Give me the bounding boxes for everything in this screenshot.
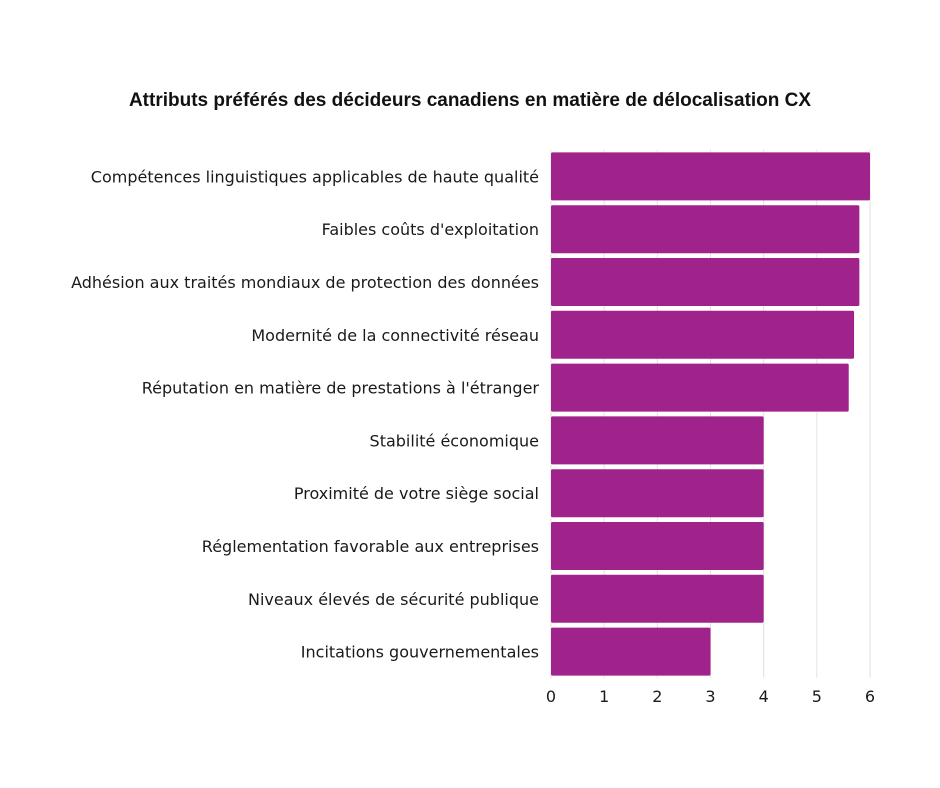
bar — [551, 205, 860, 254]
category-label: Niveaux élevés de sécurité publique — [248, 590, 539, 609]
category-label: Réputation en matière de prestations à l… — [142, 379, 540, 398]
category-label: Compétences linguistiques applicables de… — [91, 167, 539, 186]
category-label: Incitations gouvernementales — [301, 643, 539, 662]
bar — [551, 627, 711, 676]
category-label: Réglementation favorable aux entreprises — [202, 537, 539, 556]
x-tick-label: 3 — [705, 687, 715, 706]
x-tick-label: 0 — [546, 687, 556, 706]
bar — [551, 416, 764, 465]
category-label: Stabilité économique — [370, 431, 539, 450]
x-tick-label: 4 — [759, 687, 769, 706]
bar — [551, 363, 849, 412]
bar — [551, 469, 764, 518]
category-label: Modernité de la connectivité réseau — [251, 326, 539, 345]
category-label: Proximité de votre siège social — [294, 484, 539, 503]
bar — [551, 152, 870, 201]
bar — [551, 310, 855, 359]
category-labels: Compétences linguistiques applicables de… — [71, 167, 539, 661]
category-label: Faibles coûts d'exploitation — [322, 220, 539, 239]
bars — [551, 152, 870, 676]
x-tick-label: 6 — [865, 687, 875, 706]
x-tick-label: 1 — [599, 687, 609, 706]
x-axis-ticks: 0 1 2 3 4 5 6 — [546, 687, 875, 706]
x-tick-label: 5 — [812, 687, 822, 706]
bar — [551, 522, 764, 570]
category-label: Adhésion aux traités mondiaux de protect… — [71, 273, 539, 292]
bar — [551, 258, 860, 306]
x-tick-label: 2 — [652, 687, 662, 706]
chart-title: Attributs préférés des décideurs canadie… — [128, 90, 812, 111]
bar — [551, 574, 764, 623]
